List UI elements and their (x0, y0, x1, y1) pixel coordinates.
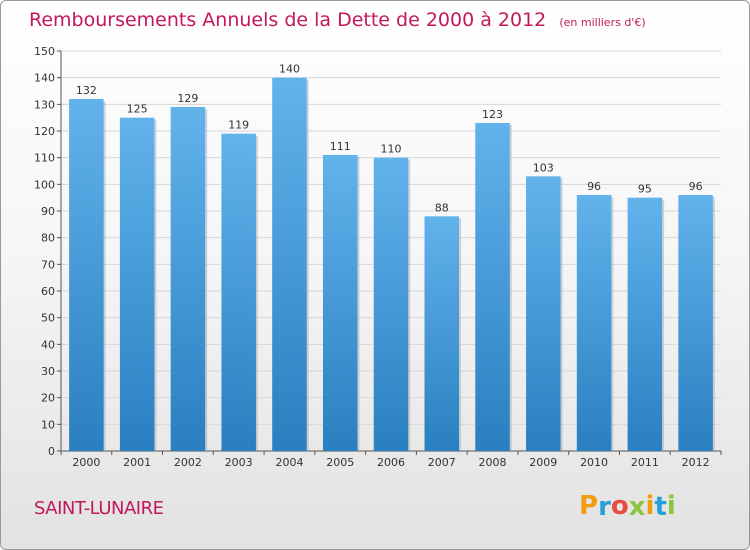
x-tick-label: 2011 (631, 456, 659, 469)
x-tick-label: 2010 (580, 456, 608, 469)
y-tick-label: 150 (34, 45, 55, 58)
x-tick-label: 2006 (377, 456, 405, 469)
logo-letter: i (645, 491, 655, 521)
x-tick-label: 2009 (529, 456, 557, 469)
x-tick-label: 2002 (174, 456, 202, 469)
y-tick-label: 50 (41, 312, 55, 325)
x-tick-label: 2000 (72, 456, 100, 469)
chart-subtitle: (en milliers d'€) (559, 16, 646, 29)
y-tick-label: 20 (41, 392, 55, 405)
y-tick-label: 80 (41, 232, 55, 245)
y-tick-label: 110 (34, 152, 55, 165)
data-label: 123 (482, 108, 503, 121)
bar-2006 (373, 157, 409, 451)
y-tick-label: 10 (41, 418, 55, 431)
bar-2004 (272, 77, 307, 452)
data-label: 132 (76, 84, 97, 97)
bar-2000 (69, 99, 104, 451)
logo-letter: P (579, 491, 599, 521)
data-label: 125 (127, 103, 148, 116)
bar-2012 (678, 195, 713, 451)
y-tick-label: 130 (34, 98, 55, 111)
bar-2008 (475, 123, 510, 451)
bar-2005 (322, 155, 358, 451)
data-label: 96 (587, 180, 601, 193)
bar-chart: 0 10 20 30 40 50 60 70 80 90 100 110 120 130 140 150 200… (34, 45, 722, 469)
x-tick-label: 2005 (326, 456, 354, 469)
y-tick-label: 120 (34, 125, 55, 138)
chart-title: Remboursements Annuels de la Dette de 20… (29, 9, 547, 31)
data-label: 110 (381, 143, 402, 156)
y-tick-label: 90 (41, 205, 55, 218)
bar-2003 (221, 133, 256, 451)
bar-2010 (576, 195, 612, 451)
bar-2011 (627, 197, 663, 451)
commune-name: SAINT-LUNAIRE (34, 498, 164, 519)
y-tick-label: 70 (41, 258, 55, 271)
title-row: Remboursements Annuels de la Dette de 20… (29, 9, 646, 31)
logo-letter: t (654, 492, 667, 522)
data-label: 111 (330, 140, 351, 153)
data-label: 96 (689, 180, 703, 193)
bar-2002 (170, 107, 206, 451)
x-tick-label: 2003 (225, 456, 253, 469)
x-tick-label: 2001 (123, 456, 151, 469)
x-tick-label: 2008 (479, 456, 507, 469)
y-tick-label: 30 (41, 365, 55, 378)
data-label: 129 (177, 92, 198, 105)
bar-2001 (119, 117, 155, 452)
x-tick-label: 2012 (682, 456, 710, 469)
y-tick-label: 60 (41, 285, 55, 298)
bars-layer (69, 77, 715, 452)
labels-layer: 0 10 20 30 40 50 60 70 80 90 100 110 120 130 140 150 200… (34, 45, 710, 469)
data-label: 119 (228, 119, 249, 132)
y-tick-label: 0 (48, 445, 55, 458)
data-label: 88 (435, 201, 449, 214)
logo-letter: i (666, 491, 676, 521)
y-tick-label: 140 (34, 72, 55, 85)
logo-letter: x (628, 492, 646, 522)
x-tick-label: 2004 (275, 456, 303, 469)
y-tick-label: 100 (34, 178, 55, 191)
y-tick-label: 40 (41, 338, 55, 351)
logo-letter: r (598, 492, 611, 522)
x-tick-label: 2007 (428, 456, 456, 469)
proxiti-logo[interactable]: Proxiti (579, 491, 676, 522)
data-label: 95 (638, 183, 652, 196)
data-label: 140 (279, 63, 300, 76)
data-label: 103 (533, 161, 554, 174)
bar-2009 (526, 176, 561, 452)
logo-letter: o (610, 491, 629, 521)
bar-2007 (424, 216, 460, 451)
